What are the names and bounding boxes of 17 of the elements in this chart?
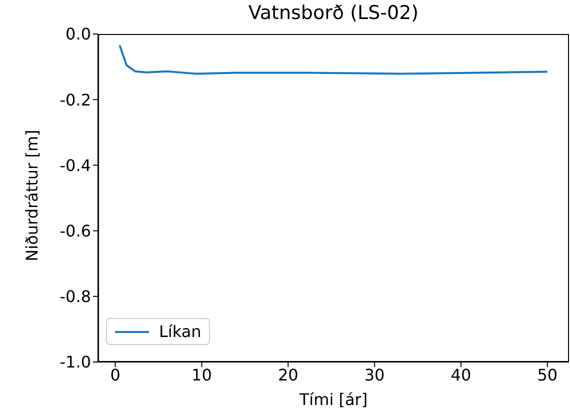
legend-label: Líkan	[159, 322, 202, 341]
chart-title: Vatnsborð (LS-02)	[247, 2, 420, 24]
x-tick-label: 10	[192, 365, 212, 384]
x-tick-label: 40	[450, 365, 472, 384]
y-tick-label: -1.0	[60, 352, 91, 372]
y-tick-label: -0.8	[60, 287, 91, 306]
x-tick-label: 30	[364, 365, 385, 384]
y-tick-label: -0.4	[60, 156, 91, 175]
x-tick-label: 50	[537, 365, 558, 384]
line-series	[118, 44, 548, 75]
y-tick-label: -0.6	[60, 221, 91, 240]
x-tick-label: 20	[278, 365, 298, 384]
y-tick-label: 0.0	[66, 24, 91, 44]
y-tick-label: -0.2	[60, 90, 91, 110]
x-axis-title: Tími [ár]	[298, 390, 369, 409]
x-tick-label: 0	[110, 365, 120, 384]
y-axis-title: Niðurdráttur [m]	[22, 128, 42, 264]
